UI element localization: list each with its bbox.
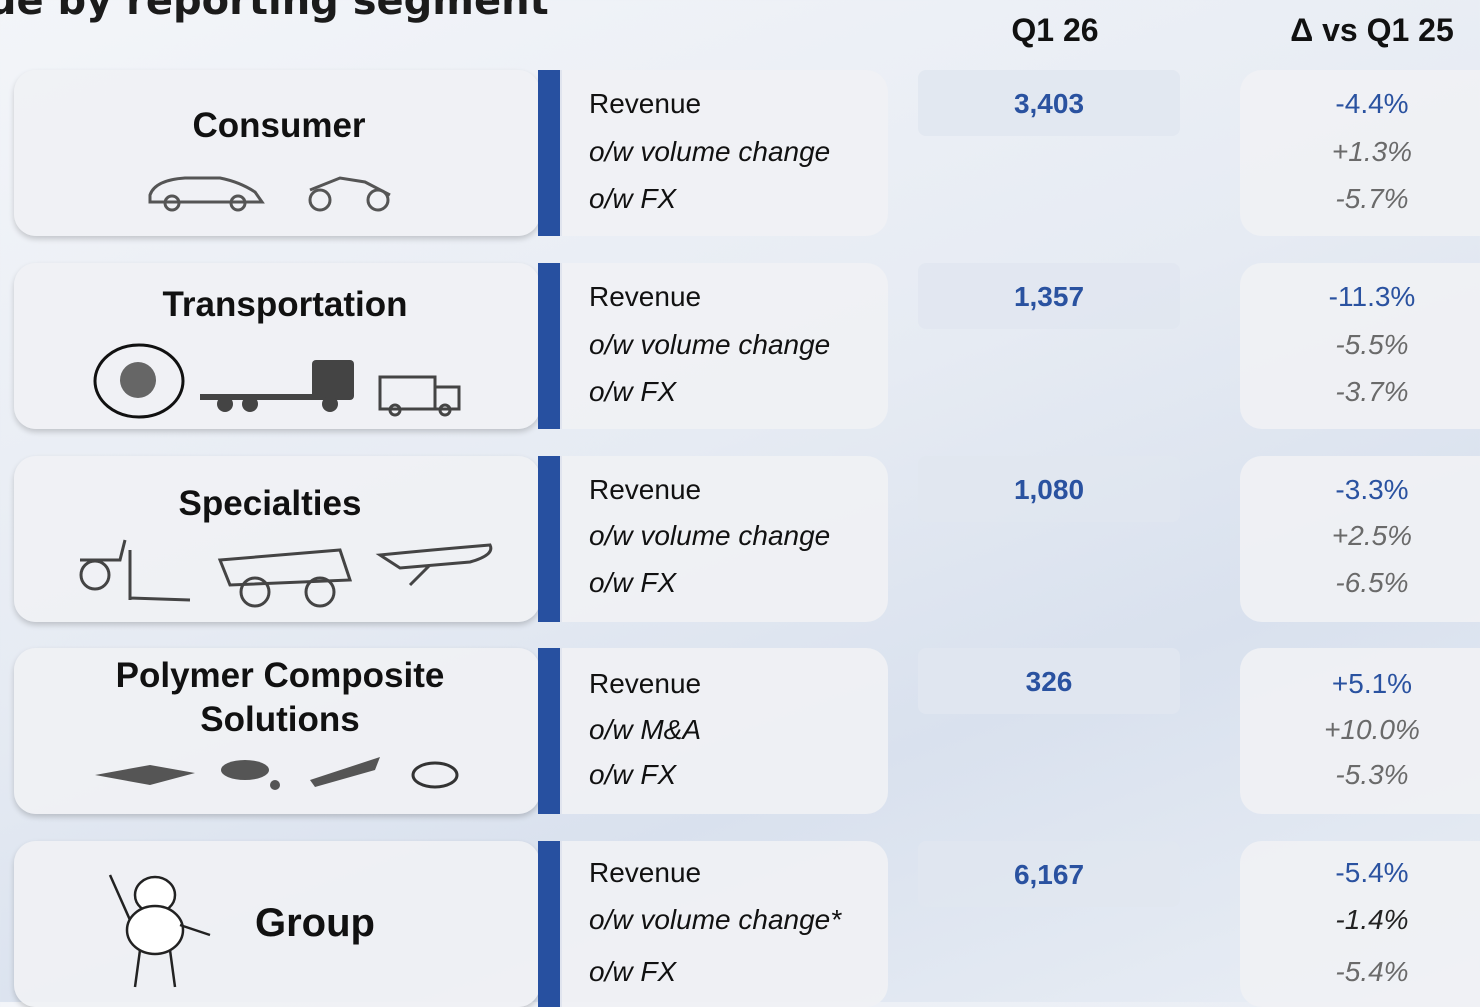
delta-value: -4.4% — [1335, 88, 1409, 119]
delta-value: -1.4% — [1335, 904, 1409, 935]
metric-label: o/w FX — [589, 567, 677, 598]
segment-value: 1,357 — [1013, 281, 1085, 312]
metric-label: o/w FX — [589, 183, 677, 214]
metric-card — [560, 456, 888, 622]
transport-icons — [93, 343, 461, 419]
segment-name: Specialties — [178, 484, 362, 523]
value-box — [918, 263, 1180, 329]
delta-value: +1.3% — [1331, 136, 1413, 167]
metric-label: o/w volume change — [589, 520, 831, 551]
metric-label: o/w volume change — [589, 136, 831, 167]
delta-value: -5.4% — [1335, 857, 1409, 888]
metric-card — [560, 70, 888, 236]
delta-card — [1240, 263, 1480, 429]
metric-card — [560, 841, 888, 1007]
value-box — [918, 648, 1180, 714]
delta-value: -5.7% — [1335, 183, 1409, 214]
delta-card — [1240, 70, 1480, 236]
column-header: Q1 26 — [1011, 12, 1099, 48]
segment-card — [14, 456, 540, 622]
delta-value: -5.3% — [1335, 759, 1409, 790]
metric-label: o/w FX — [589, 376, 677, 407]
value-box — [918, 456, 1180, 522]
metric-label: Revenue — [589, 474, 702, 505]
delta-value: +10.0% — [1324, 714, 1420, 745]
specialty-icons — [79, 539, 493, 608]
delta-value: -6.5% — [1335, 567, 1409, 598]
metric-label: o/w FX — [589, 956, 677, 987]
metric-label: o/w FX — [589, 759, 677, 790]
delta-value: -11.3% — [1328, 281, 1416, 312]
delta-value: -3.7% — [1335, 376, 1409, 407]
delta-value: -3.3% — [1335, 474, 1409, 505]
segment-value: 326 — [1025, 666, 1073, 697]
value-box — [918, 70, 1180, 136]
vehicle-icons — [148, 176, 391, 212]
segment-name: Polymer Composite Solutions — [115, 656, 445, 739]
metric-label: o/w volume change — [589, 329, 831, 360]
metric-label: Revenue — [589, 668, 702, 699]
segment-value: 6,167 — [1013, 859, 1085, 890]
accent-bar — [538, 648, 562, 814]
metric-card — [560, 648, 888, 814]
value-box — [918, 841, 1180, 907]
segment-value: 3,403 — [1013, 88, 1085, 119]
accent-bar — [538, 70, 562, 236]
delta-value: -5.5% — [1335, 329, 1409, 360]
delta-value: +5.1% — [1331, 668, 1413, 699]
metric-card — [560, 263, 888, 429]
delta-card — [1240, 648, 1480, 814]
metric-label: Revenue — [589, 88, 702, 119]
accent-bar — [538, 263, 562, 429]
accent-bar — [538, 841, 562, 1007]
column-header: Δ vs Q1 25 — [1290, 12, 1454, 48]
delta-card — [1240, 841, 1480, 1007]
delta-card — [1240, 456, 1480, 622]
segment-value: 1,080 — [1013, 474, 1085, 505]
metric-label: Revenue — [589, 857, 702, 888]
segment-name: Consumer — [192, 106, 366, 145]
segment-name: Transportation — [162, 285, 408, 324]
delta-value: +2.5% — [1331, 520, 1413, 551]
metric-label: o/w volume change* — [589, 904, 842, 935]
mascot-icon — [108, 874, 211, 988]
segment-name: Group — [255, 901, 375, 945]
metric-label: Revenue — [589, 281, 702, 312]
composite-icons — [95, 757, 459, 790]
metric-label: o/w M&A — [589, 714, 702, 745]
segment-card — [14, 70, 540, 236]
delta-value: -5.4% — [1335, 956, 1409, 987]
slide-title: ue by reporting segment — [0, 0, 549, 24]
accent-bar — [538, 456, 562, 622]
segment-card — [14, 841, 540, 1007]
